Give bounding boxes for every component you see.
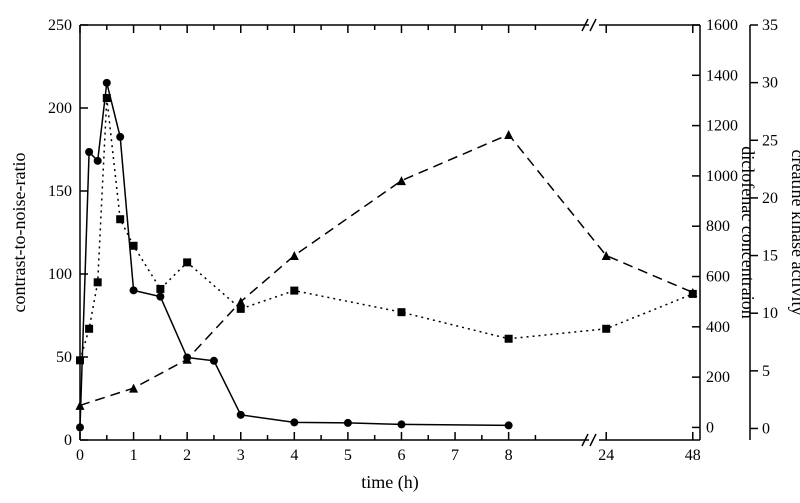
svg-text:5: 5: [762, 363, 770, 380]
svg-text:1000: 1000: [706, 168, 738, 185]
svg-text:24: 24: [598, 447, 614, 464]
svg-text:0: 0: [762, 420, 770, 437]
svg-text:1200: 1200: [706, 118, 738, 135]
svg-text:0: 0: [76, 447, 84, 464]
svg-text:25: 25: [762, 132, 778, 149]
svg-text:1: 1: [130, 447, 138, 464]
y-right2-label: creatine kinase activity: [788, 150, 800, 316]
chart: 0123456782448time (h)050100150200250cont…: [0, 0, 800, 503]
svg-text:800: 800: [706, 218, 730, 235]
svg-text:10: 10: [762, 305, 778, 322]
svg-text:5: 5: [344, 447, 352, 464]
svg-text:35: 35: [762, 17, 778, 34]
svg-text:0: 0: [64, 432, 72, 449]
svg-text:1600: 1600: [706, 17, 738, 34]
svg-text:48: 48: [685, 447, 701, 464]
svg-text:50: 50: [56, 349, 72, 366]
series-contrast-to-noise-ratio: [80, 98, 693, 360]
svg-text:8: 8: [505, 447, 513, 464]
svg-text:6: 6: [397, 447, 405, 464]
svg-text:2: 2: [183, 447, 191, 464]
svg-text:150: 150: [48, 183, 72, 200]
svg-text:20: 20: [762, 190, 778, 207]
svg-text:200: 200: [706, 369, 730, 386]
x-axis-label: time (h): [361, 472, 418, 493]
svg-text:3: 3: [237, 447, 245, 464]
svg-text:200: 200: [48, 100, 72, 117]
svg-text:250: 250: [48, 17, 72, 34]
svg-text:400: 400: [706, 319, 730, 336]
svg-text:4: 4: [290, 447, 298, 464]
svg-text:600: 600: [706, 269, 730, 286]
svg-text:1400: 1400: [706, 67, 738, 84]
svg-text:7: 7: [451, 447, 459, 464]
svg-text:0: 0: [706, 419, 714, 436]
svg-text:100: 100: [48, 266, 72, 283]
y-right1-label: diclofenac concentraion: [738, 146, 758, 318]
series-creatine-kinase-activity: [80, 135, 693, 406]
svg-text:30: 30: [762, 75, 778, 92]
y-left-label: contrast-to-noise-ratio: [9, 153, 29, 313]
svg-text:15: 15: [762, 248, 778, 265]
